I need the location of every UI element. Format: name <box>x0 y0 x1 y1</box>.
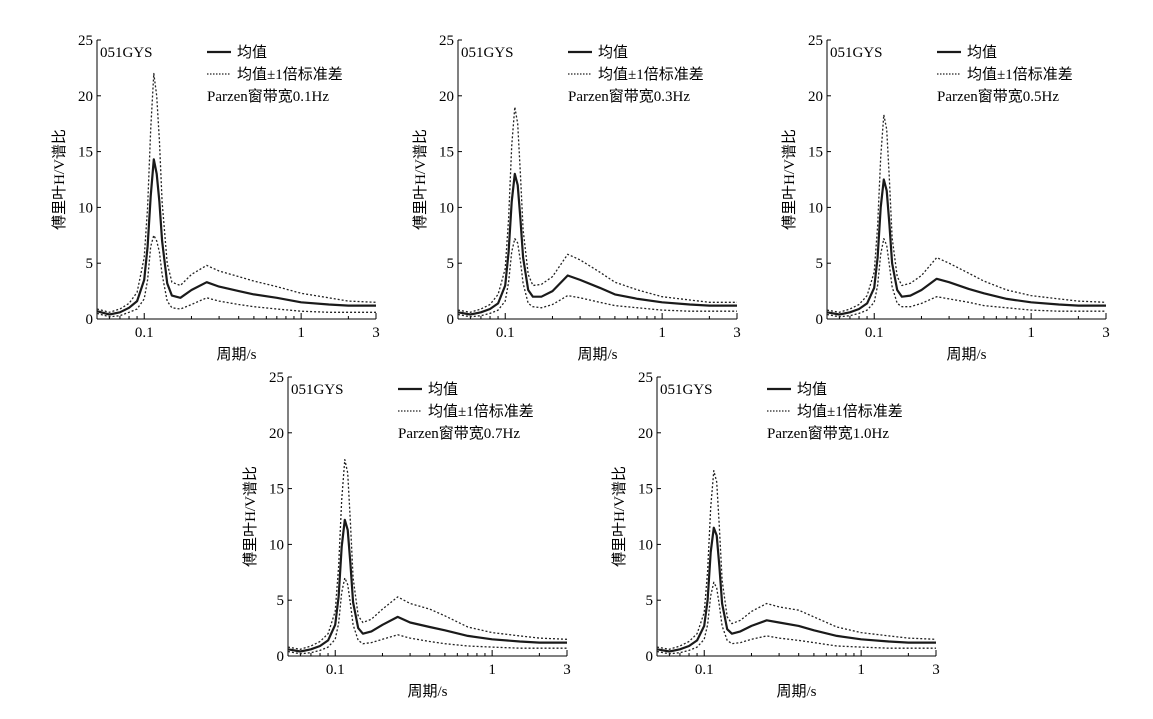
x-tick-label: 1 <box>658 325 666 341</box>
mean-line <box>287 518 567 653</box>
y-tick-label: 10 <box>78 200 93 216</box>
y-tick-label: 5 <box>447 256 455 272</box>
x-tick-label: 1 <box>297 325 305 341</box>
bandwidth-label: Parzen窗带宽0.1Hz <box>207 87 329 105</box>
x-tick-label: 3 <box>372 325 380 341</box>
station-label: 051GYS <box>461 45 514 61</box>
station-label: 051GYS <box>660 382 713 398</box>
x-tick-label: 3 <box>733 325 741 341</box>
y-tick-label: 25 <box>78 33 93 49</box>
mean-minus-std-line <box>96 234 376 318</box>
legend-std-label: 均值±1倍标准差 <box>967 66 1073 83</box>
y-tick-label: 0 <box>646 649 654 665</box>
y-tick-label: 10 <box>269 537 284 553</box>
x-tick-label: 1 <box>488 662 496 678</box>
y-tick-label: 0 <box>277 649 285 665</box>
y-tick-label: 15 <box>78 145 93 161</box>
y-tick-label: 5 <box>86 256 94 272</box>
y-axis-label: 傅里叶H/V谱比 <box>611 466 628 567</box>
x-axis-label: 周期/s <box>407 683 447 700</box>
x-tick-label: 0.1 <box>496 325 515 341</box>
x-tick-label: 3 <box>563 662 571 678</box>
y-tick-label: 5 <box>816 256 824 272</box>
y-axis-label: 傅里叶H/V谱比 <box>51 129 68 230</box>
y-tick-label: 15 <box>808 145 823 161</box>
mean-line <box>96 158 376 316</box>
x-tick-label: 3 <box>932 662 940 678</box>
y-tick-label: 0 <box>816 312 824 328</box>
x-axis-label: 周期/s <box>216 346 256 363</box>
y-axis-label: 傅里叶H/V谱比 <box>412 129 429 230</box>
y-tick-label: 20 <box>269 426 284 442</box>
mean-line <box>656 526 936 653</box>
y-tick-label: 10 <box>808 200 823 216</box>
legend-mean-label: 均值 <box>237 44 267 61</box>
y-tick-label: 10 <box>638 537 653 553</box>
station-label: 051GYS <box>830 45 883 61</box>
legend-std-label: 均值±1倍标准差 <box>428 403 534 420</box>
x-tick-label: 1 <box>857 662 865 678</box>
y-tick-label: 10 <box>439 200 454 216</box>
mean-plus-std-line <box>656 470 937 650</box>
legend-std-label: 均值±1倍标准差 <box>598 66 704 83</box>
mean-line <box>826 178 1106 316</box>
x-tick-label: 3 <box>1102 325 1110 341</box>
bandwidth-label: Parzen窗带宽0.3Hz <box>568 87 690 105</box>
bandwidth-label: Parzen窗带宽0.7Hz <box>398 424 520 442</box>
y-tick-label: 20 <box>439 89 454 105</box>
y-tick-label: 20 <box>808 89 823 105</box>
mean-plus-std-line <box>287 458 568 650</box>
mean-plus-std-line <box>457 106 737 313</box>
y-tick-label: 20 <box>638 426 653 442</box>
y-tick-label: 20 <box>78 89 93 105</box>
y-tick-label: 15 <box>638 482 653 498</box>
bandwidth-label: Parzen窗带宽0.5Hz <box>937 87 1059 105</box>
y-tick-label: 5 <box>277 593 285 609</box>
legend-std-label: 均值±1倍标准差 <box>237 66 343 83</box>
x-axis-label: 周期/s <box>577 346 617 363</box>
bandwidth-label: Parzen窗带宽1.0Hz <box>767 424 889 442</box>
mean-minus-std-line <box>287 577 567 655</box>
y-tick-label: 0 <box>447 312 455 328</box>
mean-plus-std-line <box>96 72 377 313</box>
y-tick-label: 15 <box>269 482 284 498</box>
x-tick-label: 0.1 <box>135 325 154 341</box>
y-tick-label: 0 <box>86 312 94 328</box>
mean-minus-std-line <box>656 581 936 655</box>
x-tick-label: 1 <box>1027 325 1035 341</box>
x-axis-label: 周期/s <box>946 346 986 363</box>
y-tick-label: 15 <box>439 145 454 161</box>
station-label: 051GYS <box>100 45 153 61</box>
mean-minus-std-line <box>826 237 1106 318</box>
y-axis-label: 傅里叶H/V谱比 <box>781 129 798 230</box>
x-tick-label: 0.1 <box>865 325 884 341</box>
x-axis-label: 周期/s <box>776 683 816 700</box>
mean-minus-std-line <box>457 237 737 318</box>
x-tick-label: 0.1 <box>326 662 345 678</box>
x-tick-label: 0.1 <box>695 662 714 678</box>
y-axis-label: 傅里叶H/V谱比 <box>242 466 259 567</box>
y-tick-label: 25 <box>269 370 284 386</box>
mean-line <box>457 172 737 316</box>
legend-mean-label: 均值 <box>967 44 997 61</box>
station-label: 051GYS <box>291 382 344 398</box>
legend-mean-label: 均值 <box>598 44 628 61</box>
y-tick-label: 5 <box>646 593 654 609</box>
legend-mean-label: 均值 <box>428 381 458 398</box>
mean-plus-std-line <box>826 114 1107 313</box>
legend-mean-label: 均值 <box>797 381 827 398</box>
y-tick-label: 25 <box>808 33 823 49</box>
y-tick-label: 25 <box>638 370 653 386</box>
legend-std-label: 均值±1倍标准差 <box>797 403 903 420</box>
y-tick-label: 25 <box>439 33 454 49</box>
